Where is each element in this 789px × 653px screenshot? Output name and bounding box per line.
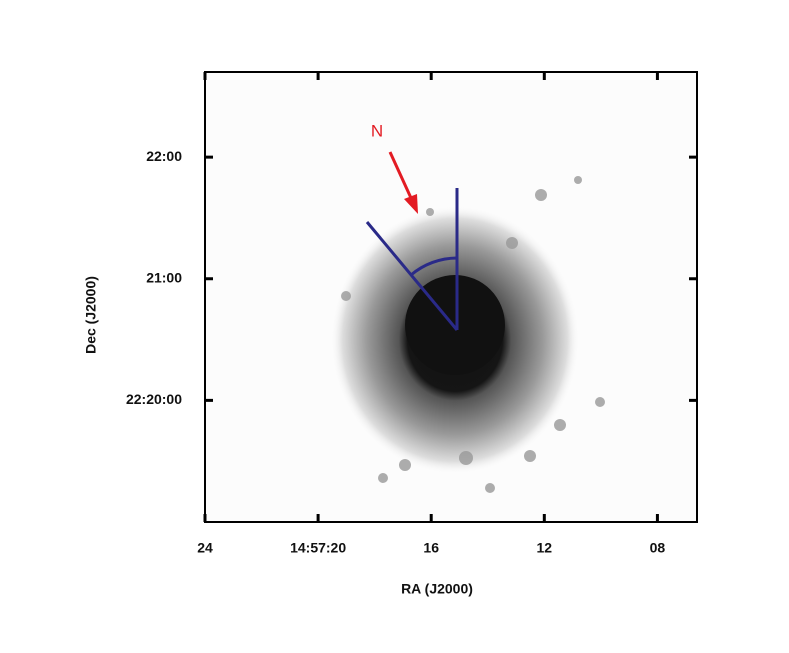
x-tick-label: 24 (197, 540, 213, 556)
y-tick-label: 21:00 (146, 269, 182, 285)
y-tick-label: 22:00 (146, 148, 182, 164)
x-tick-label: 08 (650, 540, 666, 556)
x-axis-label: RA (J2000) (401, 581, 473, 597)
x-tick-label: 12 (537, 540, 553, 556)
x-tick-label: 16 (423, 540, 439, 556)
y-axis-label: Dec (J2000) (83, 276, 99, 354)
annotation: N (371, 121, 383, 140)
source-blob (330, 176, 605, 493)
north-arrow (388, 151, 418, 214)
y-tick-label: 22:20:00 (126, 391, 182, 407)
x-tick-label: 14:57:20 (290, 540, 346, 556)
frame (204, 71, 698, 523)
position-angle (365, 188, 459, 331)
